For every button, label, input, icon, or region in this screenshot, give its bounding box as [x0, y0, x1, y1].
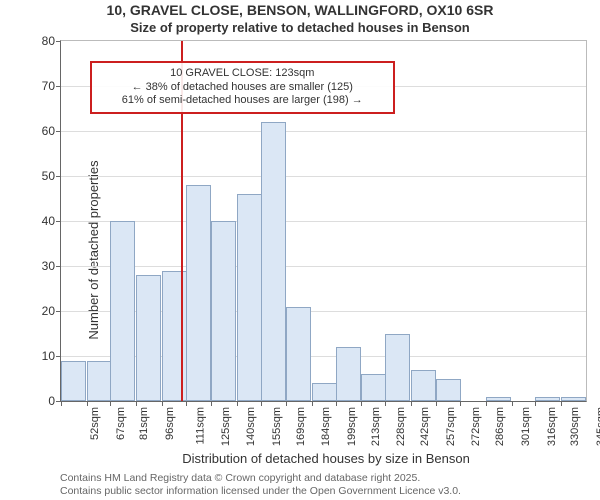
- chart-title-line2: Size of property relative to detached ho…: [0, 20, 600, 35]
- bar: [486, 397, 511, 402]
- x-tick: [110, 401, 111, 406]
- bar: [336, 347, 361, 401]
- bar: [136, 275, 161, 401]
- bar: [261, 122, 286, 401]
- x-tick: [186, 401, 187, 406]
- x-tick-label: 286sqm: [494, 407, 506, 446]
- annotation-line: ← 38% of detached houses are smaller (12…: [98, 81, 387, 95]
- x-tick-label: 316sqm: [546, 407, 558, 446]
- x-tick: [87, 401, 88, 406]
- x-tick-label: 155sqm: [271, 407, 283, 446]
- x-tick: [486, 401, 487, 406]
- bar: [436, 379, 461, 402]
- x-tick-label: 184sqm: [320, 407, 332, 446]
- x-tick-label: 213sqm: [370, 407, 382, 446]
- annotation-line: 61% of semi-detached houses are larger (…: [98, 94, 387, 108]
- gridline: [61, 131, 586, 132]
- annotation-line: 10 GRAVEL CLOSE: 123sqm: [98, 67, 387, 81]
- annotation-box: 10 GRAVEL CLOSE: 123sqm← 38% of detached…: [90, 61, 395, 114]
- x-tick-label: 52sqm: [89, 407, 101, 440]
- x-tick-label: 111sqm: [194, 407, 206, 445]
- x-tick-label: 169sqm: [295, 407, 307, 446]
- x-axis-label: Distribution of detached houses by size …: [60, 451, 592, 466]
- x-tick-label: 125sqm: [220, 407, 232, 446]
- x-tick: [312, 401, 313, 406]
- bar: [87, 361, 112, 402]
- plot-area: 0102030405060708052sqm67sqm81sqm96sqm111…: [60, 40, 587, 402]
- x-tick: [535, 401, 536, 406]
- x-tick-label: 67sqm: [115, 407, 127, 440]
- bar: [286, 307, 311, 402]
- gridline: [61, 176, 586, 177]
- bar: [361, 374, 386, 401]
- x-tick: [436, 401, 437, 406]
- x-tick: [336, 401, 337, 406]
- x-tick-label: 242sqm: [419, 407, 431, 446]
- y-tick-label: 50: [42, 169, 61, 183]
- x-tick-label: 199sqm: [346, 407, 358, 446]
- attribution-line1: Contains HM Land Registry data © Crown c…: [60, 472, 592, 484]
- attribution-line2: Contains public sector information licen…: [60, 485, 592, 497]
- bar: [561, 397, 586, 402]
- bar: [110, 221, 135, 401]
- x-tick: [61, 401, 62, 406]
- x-tick-label: 272sqm: [471, 407, 483, 446]
- gridline: [61, 221, 586, 222]
- gridline: [61, 266, 586, 267]
- y-tick-label: 70: [42, 79, 61, 93]
- chart-title-line1: 10, GRAVEL CLOSE, BENSON, WALLINGFORD, O…: [0, 2, 600, 18]
- x-tick: [460, 401, 461, 406]
- x-tick: [361, 401, 362, 406]
- y-tick-label: 20: [42, 304, 61, 318]
- y-tick-label: 10: [42, 349, 61, 363]
- x-tick: [385, 401, 386, 406]
- bar: [535, 397, 560, 402]
- x-tick-label: 345sqm: [595, 407, 600, 446]
- y-tick-label: 0: [48, 394, 61, 408]
- x-tick-label: 257sqm: [445, 407, 457, 446]
- bar: [211, 221, 236, 401]
- x-tick-label: 228sqm: [395, 407, 407, 446]
- x-tick-label: 81sqm: [139, 407, 151, 440]
- x-tick: [411, 401, 412, 406]
- x-tick: [136, 401, 137, 406]
- x-tick: [561, 401, 562, 406]
- x-tick: [237, 401, 238, 406]
- y-tick-label: 30: [42, 259, 61, 273]
- x-tick: [512, 401, 513, 406]
- chart-container: 10, GRAVEL CLOSE, BENSON, WALLINGFORD, O…: [0, 0, 600, 500]
- bar: [186, 185, 211, 401]
- x-tick: [211, 401, 212, 406]
- x-tick: [286, 401, 287, 406]
- bar: [61, 361, 86, 402]
- bar: [237, 194, 262, 401]
- bar: [312, 383, 337, 401]
- y-tick-label: 80: [42, 34, 61, 48]
- x-tick-label: 140sqm: [245, 407, 257, 446]
- y-tick-label: 40: [42, 214, 61, 228]
- x-tick-label: 301sqm: [520, 407, 532, 446]
- x-tick: [261, 401, 262, 406]
- x-tick-label: 330sqm: [570, 407, 582, 446]
- bar: [411, 370, 436, 402]
- x-tick: [162, 401, 163, 406]
- bar: [385, 334, 410, 402]
- x-tick-label: 96sqm: [164, 407, 176, 440]
- y-tick-label: 60: [42, 124, 61, 138]
